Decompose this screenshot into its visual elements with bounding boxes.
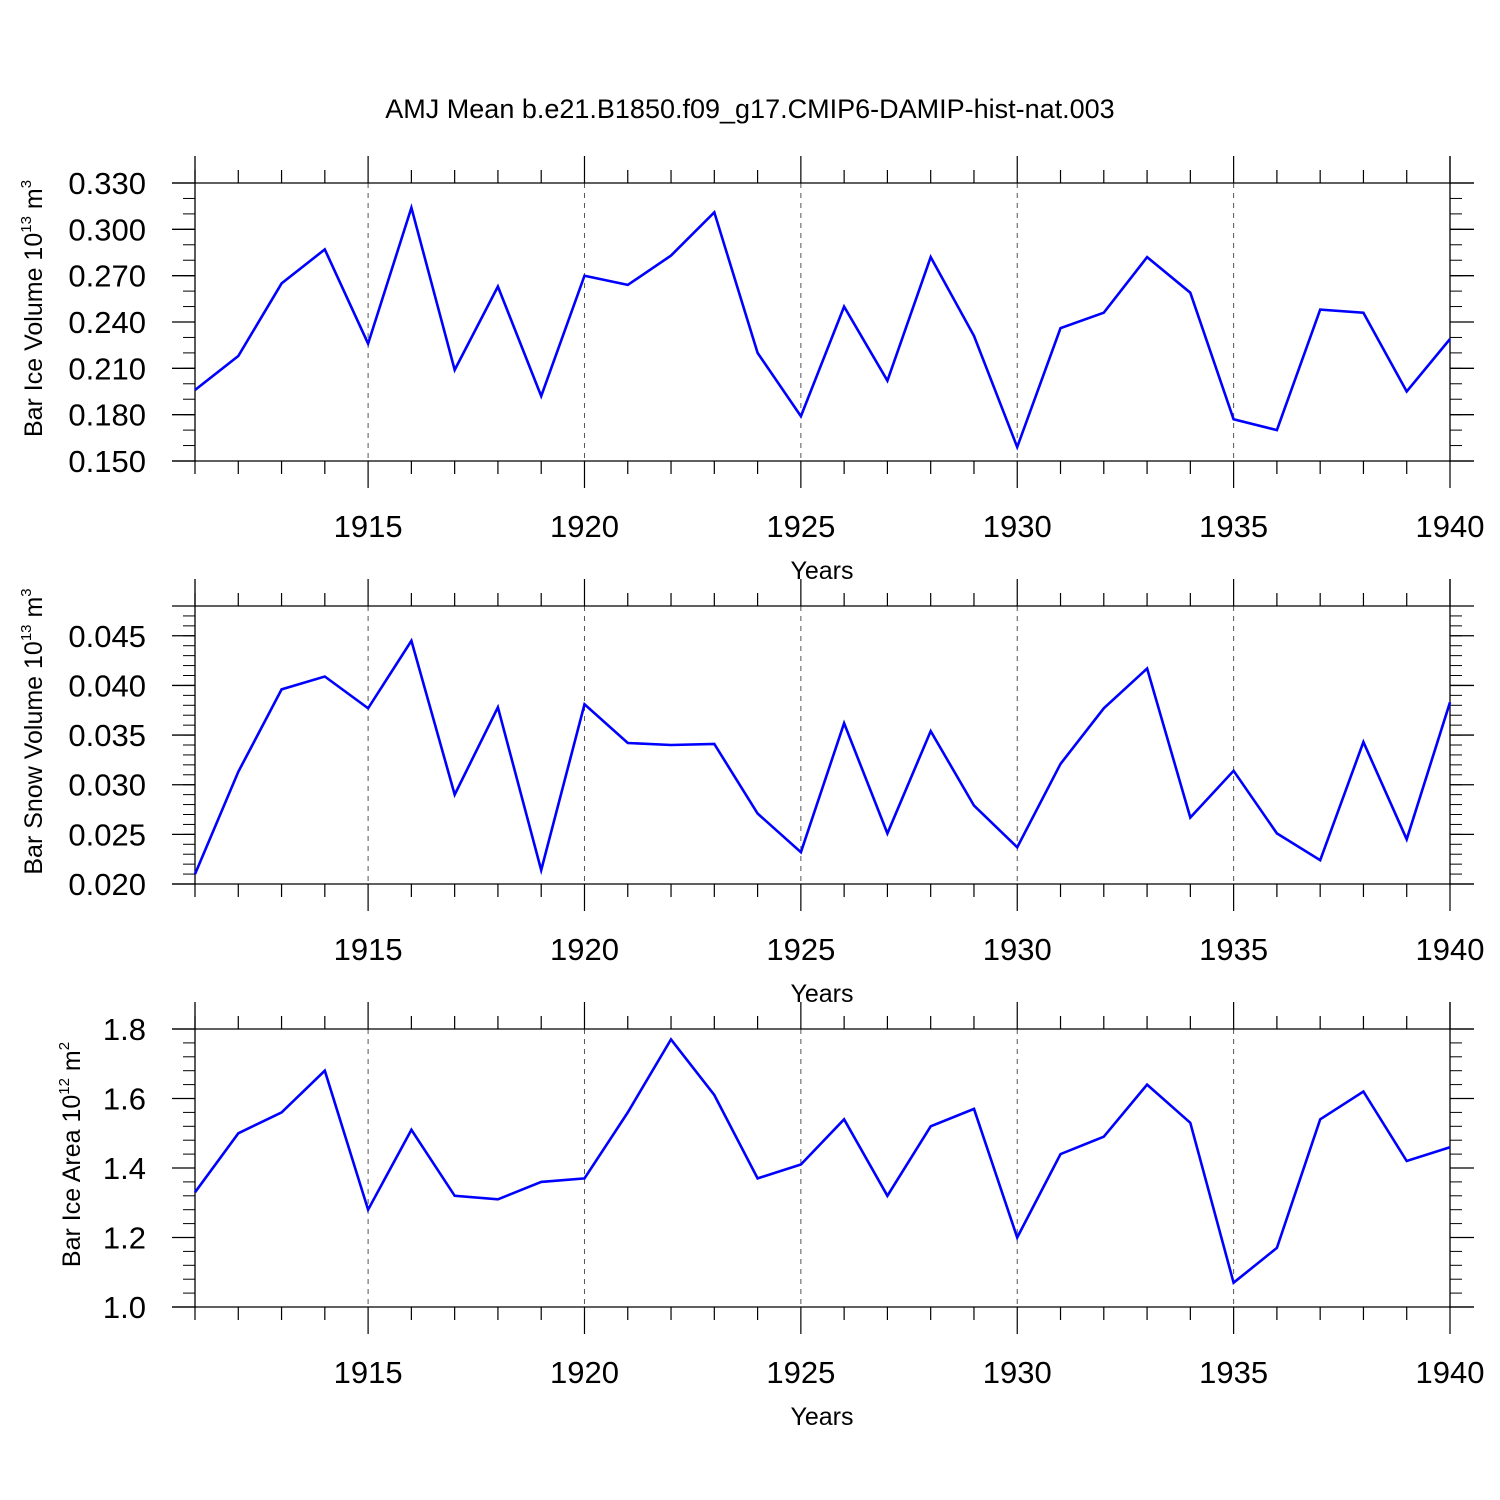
y-label-unit-exponent: 3: [18, 180, 35, 188]
figure-title: AMJ Mean b.e21.B1850.f09_g17.CMIP6-DAMIP…: [385, 94, 1114, 124]
y-label-unit-exponent: 3: [18, 588, 35, 596]
x-tick-label: 1925: [766, 509, 835, 544]
y-axis-label: Bar Ice Area 1012 m2: [56, 1042, 86, 1267]
panel-2: 0.020 0.025 0.030 0.035 0.040 0.045 1915 1920 19…: [18, 579, 1484, 1008]
x-tick-label: 1940: [1416, 932, 1485, 967]
y-tick-label: 0.045: [68, 619, 146, 654]
x-tick-label: 1920: [550, 1355, 619, 1390]
y-tick-label: 0.330: [68, 166, 146, 201]
x-tick-label: 1930: [983, 509, 1052, 544]
y-tick-label: 0.040: [68, 668, 146, 703]
x-tick-label: 1920: [550, 509, 619, 544]
y-tick-label: 0.240: [68, 305, 146, 340]
y-tick-label: 1.8: [103, 1012, 146, 1047]
y-label-exponent: 12: [56, 1078, 73, 1095]
y-label-main: Bar Snow Volume 10: [20, 641, 48, 874]
y-tick-label: 0.300: [68, 212, 146, 247]
x-tick-label: 1935: [1199, 1355, 1268, 1390]
x-tick-label: 1925: [766, 1355, 835, 1390]
x-tick-label: 1925: [766, 932, 835, 967]
y-label-unit-exponent: 2: [56, 1042, 73, 1050]
x-tick-label: 1935: [1199, 932, 1268, 967]
x-tick-label: 1930: [983, 1355, 1052, 1390]
x-axis-label: Years: [790, 1403, 853, 1431]
y-label-unit: m: [20, 597, 48, 625]
x-tick-label: 1915: [334, 509, 403, 544]
panel-1: 0.150 0.180 0.210 0.240 0.270 0.300 0.330 1915 1…: [18, 156, 1484, 585]
y-tick-label: 0.150: [68, 444, 146, 479]
y-label-main: Bar Ice Area 10: [58, 1095, 86, 1267]
y-tick-label: 0.180: [68, 398, 146, 433]
x-tick-label: 1940: [1416, 509, 1485, 544]
x-tick-label: 1915: [334, 932, 403, 967]
x-tick-label: 1930: [983, 932, 1052, 967]
y-tick-label: 0.030: [68, 768, 146, 803]
x-tick-label: 1935: [1199, 509, 1268, 544]
y-label-exponent: 13: [18, 624, 35, 641]
y-tick-label: 0.025: [68, 817, 146, 852]
x-tick-label: 1940: [1416, 1355, 1485, 1390]
y-tick-label: 0.270: [68, 259, 146, 294]
x-axis-label: Years: [790, 980, 853, 1008]
panel-3: 1.0 1.2 1.4 1.6 1.8 1915 1920 1925 1930 1935 1940 Y…: [56, 1002, 1484, 1431]
y-label-unit: m: [20, 188, 48, 216]
y-tick-label: 0.020: [68, 867, 146, 902]
y-tick-label: 1.0: [103, 1290, 146, 1325]
y-label-exponent: 13: [18, 216, 35, 233]
y-tick-label: 1.6: [103, 1082, 146, 1117]
y-tick-label: 0.035: [68, 718, 146, 753]
y-axis-label: Bar Snow Volume 1013 m3: [18, 588, 48, 874]
series-line: [194, 203, 1452, 451]
series-line: [193, 637, 1452, 876]
x-tick-label: 1920: [550, 932, 619, 967]
y-tick-label: 0.210: [68, 351, 146, 386]
y-axis-label: Bar Ice Volume 1013 m3: [18, 180, 48, 437]
y-tick-label: 1.2: [103, 1221, 146, 1256]
y-label-main: Bar Ice Volume 10: [20, 233, 48, 437]
y-label-unit: m: [58, 1050, 86, 1078]
x-axis-label: Years: [790, 557, 853, 585]
x-tick-label: 1915: [334, 1355, 403, 1390]
y-tick-label: 1.4: [103, 1151, 146, 1186]
series-line: [193, 1037, 1451, 1285]
